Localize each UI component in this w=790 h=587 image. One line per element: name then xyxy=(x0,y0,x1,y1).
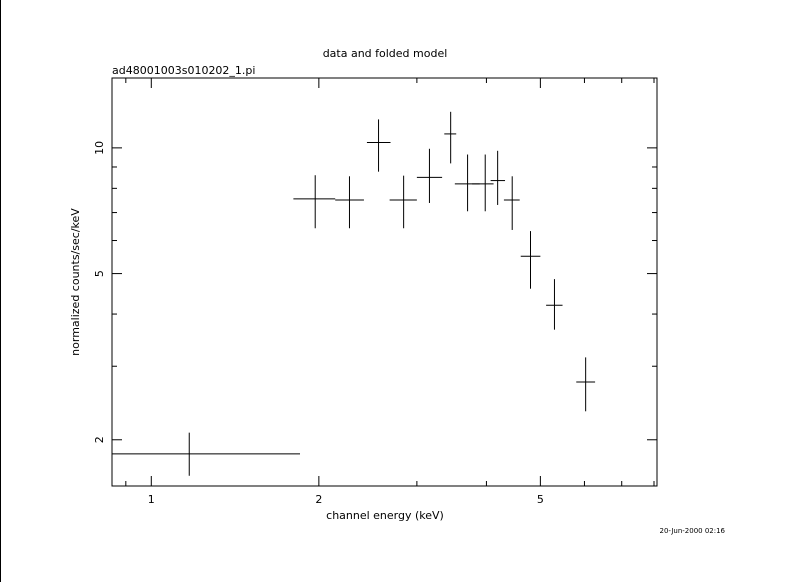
data-points xyxy=(112,111,596,476)
data-point xyxy=(546,279,563,330)
x-tick-label: 1 xyxy=(148,493,155,506)
chart-subtitle: ad48001003s010202_1.pi xyxy=(112,64,255,77)
y-axis-label: normalized counts/sec/keV xyxy=(69,208,82,356)
data-point xyxy=(444,111,457,164)
data-point xyxy=(366,119,391,172)
data-point xyxy=(503,176,520,230)
y-axis-ticks xyxy=(112,147,657,441)
x-axis-tick-labels: 1 2 5 xyxy=(148,493,544,506)
x-axis-label: channel energy (keV) xyxy=(326,509,444,522)
y-tick-label: 10 xyxy=(93,141,106,155)
y-tick-label: 5 xyxy=(93,270,106,277)
window-left-edge xyxy=(0,0,1,582)
data-point xyxy=(416,148,443,203)
data-point xyxy=(520,231,541,289)
data-point xyxy=(576,357,596,412)
x-tick-label: 2 xyxy=(315,493,322,506)
data-point xyxy=(335,176,364,229)
x-tick-label: 5 xyxy=(537,493,544,506)
data-point xyxy=(293,175,336,229)
chart-title: data and folded model xyxy=(323,47,448,60)
data-point xyxy=(112,432,301,476)
y-tick-label: 2 xyxy=(93,436,106,443)
timestamp-footer: 20-Jun-2000 02:16 xyxy=(660,527,726,535)
x-axis-ticks xyxy=(125,78,655,486)
data-point xyxy=(454,154,480,212)
data-point xyxy=(490,150,506,205)
data-point xyxy=(472,154,494,212)
y-axis-tick-labels: 2 5 10 xyxy=(93,141,106,443)
plot-frame xyxy=(111,77,658,487)
data-point xyxy=(389,175,417,229)
